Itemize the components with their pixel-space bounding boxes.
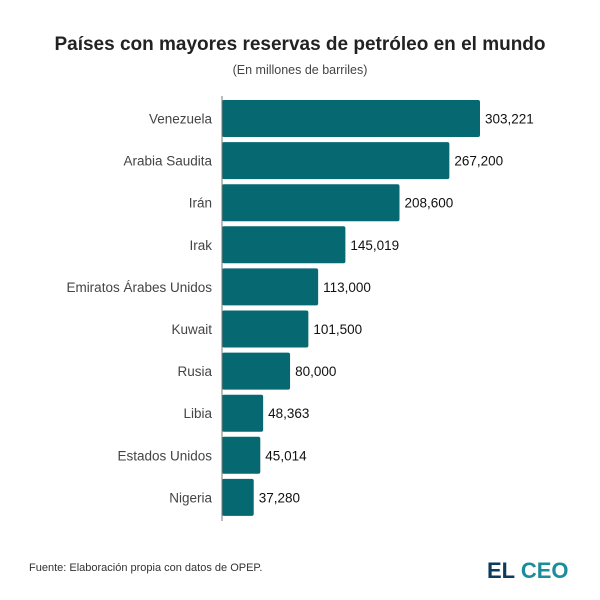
- category-label: Nigeria: [169, 490, 212, 505]
- category-label: Emiratos Árabes Unidos: [66, 280, 212, 295]
- category-label: Venezuela: [149, 112, 213, 127]
- value-label: 80,000: [295, 364, 336, 379]
- category-label: Kuwait: [171, 322, 212, 337]
- el-ceo-logo: EL CEO: [487, 558, 569, 584]
- bar: [222, 184, 400, 222]
- value-label: 45,014: [265, 448, 307, 463]
- chart-subtitle: (En millones de barriles): [232, 63, 368, 77]
- value-label: 145,019: [350, 238, 399, 253]
- category-label: Estados Unidos: [117, 448, 212, 463]
- bar: [222, 394, 264, 432]
- bar: [222, 142, 450, 180]
- value-label: 37,280: [259, 490, 300, 505]
- bar: [222, 478, 254, 516]
- bar: [222, 268, 319, 306]
- chart-title: Países con mayores reservas de petróleo …: [54, 34, 546, 55]
- bar: [222, 226, 346, 264]
- value-label: 303,221: [485, 112, 534, 127]
- value-label: 267,200: [454, 154, 503, 169]
- category-label: Irak: [189, 238, 212, 253]
- bar: [222, 100, 480, 137]
- bar: [222, 310, 309, 348]
- logo-el: EL: [487, 558, 515, 583]
- category-label: Arabia Saudita: [123, 154, 212, 169]
- source-note: Fuente: Elaboración propia con datos de …: [29, 562, 263, 574]
- value-label: 208,600: [404, 196, 453, 211]
- value-label: 113,000: [323, 280, 371, 295]
- value-label: 48,363: [268, 406, 309, 421]
- value-label: 101,500: [313, 322, 362, 337]
- category-label: Irán: [189, 196, 212, 211]
- logo-ceo: CEO: [520, 558, 569, 583]
- category-label: Libia: [183, 406, 212, 421]
- bar: [222, 436, 261, 474]
- bar: [222, 352, 291, 390]
- category-label: Rusia: [177, 364, 212, 379]
